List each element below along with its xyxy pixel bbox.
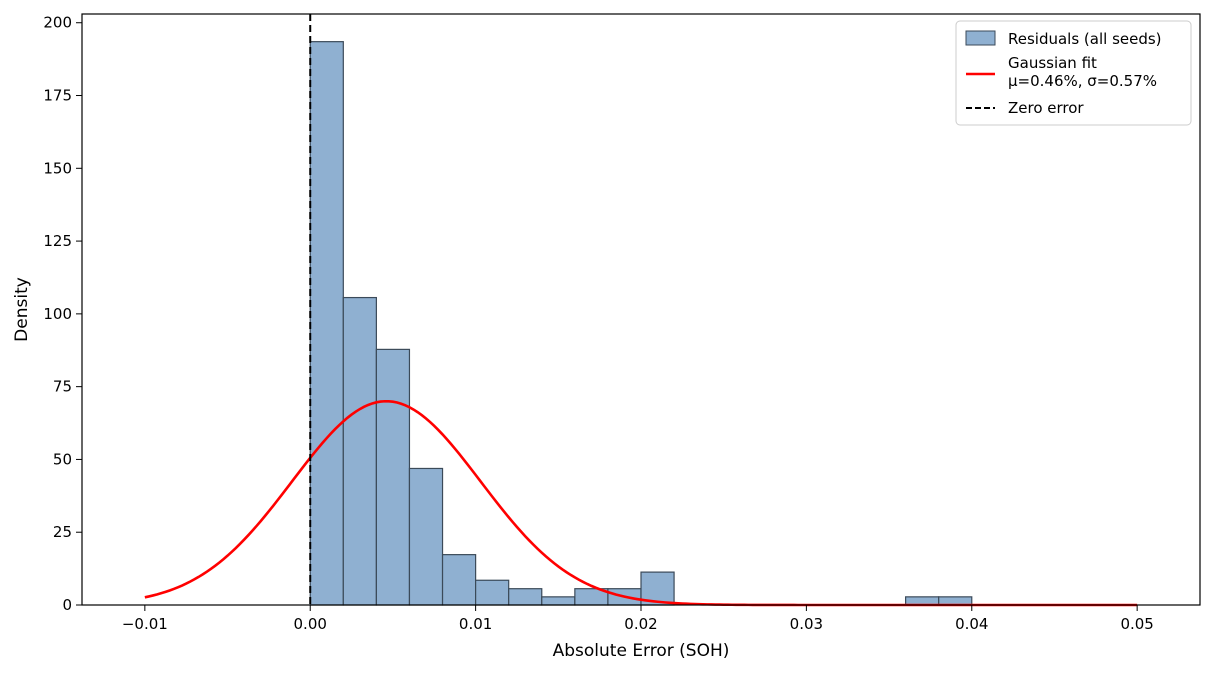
y-tick-label: 25 — [53, 523, 72, 541]
y-tick-label: 75 — [53, 378, 72, 396]
histogram-bar — [342, 296, 377, 606]
histogram-bar — [375, 348, 411, 606]
y-tick-label: 0 — [62, 596, 72, 614]
y-tick-label: 175 — [43, 87, 72, 105]
y-tick-label: 100 — [43, 305, 72, 323]
histogram-bar — [508, 588, 543, 606]
y-tick-label: 50 — [53, 450, 72, 468]
y-tick-label: 125 — [43, 232, 72, 250]
x-tick-label: 0.04 — [955, 615, 988, 633]
histogram-bar — [475, 579, 510, 606]
y-tick-label: 200 — [43, 14, 72, 32]
x-tick-label: −0.01 — [122, 615, 168, 633]
y-axis-label: Density — [12, 277, 32, 342]
x-axis-label: Absolute Error (SOH) — [553, 641, 730, 661]
y-axis-ticks: 0 25 50 75 100 125 150 175 200 — [43, 14, 82, 614]
histogram-bar — [309, 41, 344, 606]
legend-box — [955, 20, 1192, 126]
legend-zero-label: Zero error — [1008, 99, 1084, 117]
histogram-bar — [541, 596, 576, 606]
histogram-bar — [408, 467, 444, 606]
legend-residuals-swatch — [965, 30, 996, 46]
histogram-bars — [309, 41, 973, 606]
x-tick-label: 0.03 — [790, 615, 823, 633]
x-tick-label: 0.05 — [1120, 615, 1153, 633]
y-tick-label: 150 — [43, 159, 72, 177]
histogram-bar — [441, 554, 477, 606]
legend: Residuals (all seeds) Gaussian fit μ=0.4… — [955, 20, 1192, 126]
x-tick-label: 0.00 — [294, 615, 327, 633]
legend-gaussian-label: Gaussian fit — [1008, 54, 1097, 72]
x-axis-ticks: −0.01 0.00 0.01 0.02 0.03 0.04 0.05 — [122, 605, 1154, 633]
x-tick-label: 0.01 — [459, 615, 492, 633]
legend-gaussian-params: μ=0.46%, σ=0.57% — [1008, 72, 1157, 90]
x-tick-label: 0.02 — [624, 615, 657, 633]
legend-residuals-label: Residuals (all seeds) — [1008, 30, 1162, 48]
